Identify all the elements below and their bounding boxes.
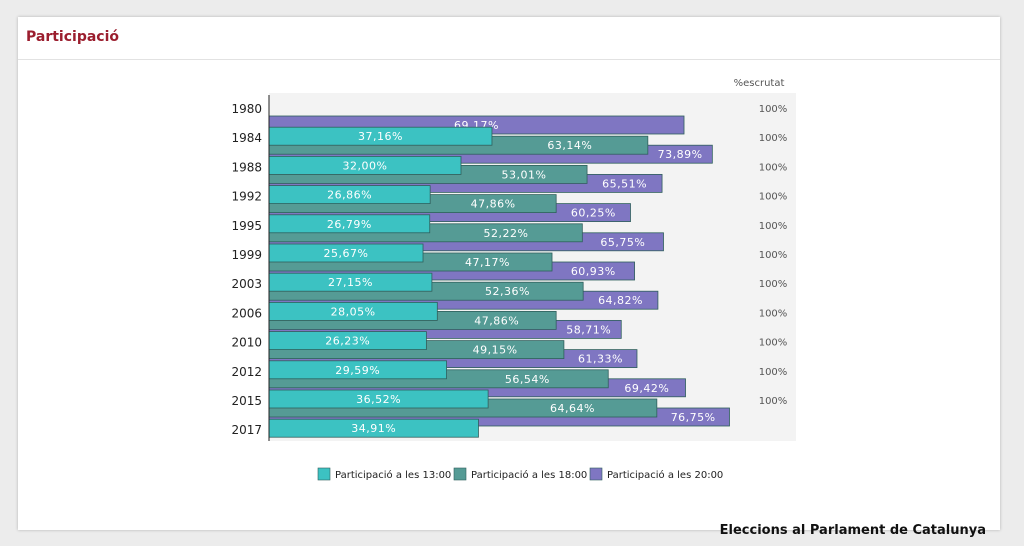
scrutiny-value-1995: 100% <box>759 221 788 232</box>
scrutiny-value-2010: 100% <box>759 338 788 349</box>
data-label: 60,25% <box>571 207 616 220</box>
card-title: Participació <box>26 29 120 45</box>
participation-card: Participació %escrutat 69,17% 1980 100% 73,8… <box>18 17 1000 538</box>
data-label: 76,75% <box>671 411 716 424</box>
scrutiny-value-2006: 100% <box>759 308 788 319</box>
data-label: 47,86% <box>474 314 519 327</box>
category-label-1999: 1999 <box>231 248 262 262</box>
data-label: 64,82% <box>598 294 643 307</box>
category-label-2010: 2010 <box>231 336 262 350</box>
category-label-2006: 2006 <box>231 306 262 320</box>
category-label-1988: 1988 <box>231 160 262 174</box>
scrutiny-header: %escrutat <box>734 78 785 89</box>
data-label: 26,86% <box>327 189 372 202</box>
legend-label-2: Participació a les 18:00 <box>471 469 587 481</box>
scrutiny-value-1992: 100% <box>759 192 788 203</box>
category-label-2015: 2015 <box>231 394 262 408</box>
legend-swatch-3 <box>589 467 603 481</box>
data-label: 73,89% <box>658 148 703 161</box>
data-label: 64,64% <box>550 402 595 415</box>
data-label: 25,67% <box>324 247 369 260</box>
legend-swatch-1 <box>317 467 331 481</box>
scrutiny-value-2015: 100% <box>759 396 788 407</box>
data-label: 26,79% <box>327 218 372 231</box>
data-label: 60,93% <box>571 265 616 278</box>
data-label: 29,59% <box>335 364 380 377</box>
scrutiny-value-1999: 100% <box>759 250 788 261</box>
data-label: 65,75% <box>600 236 645 249</box>
data-label: 65,51% <box>602 177 647 190</box>
data-label: 26,23% <box>325 335 370 348</box>
data-label: 63,14% <box>547 139 592 152</box>
category-label-1984: 1984 <box>231 131 262 145</box>
category-label-2003: 2003 <box>231 277 262 291</box>
data-label: 27,15% <box>328 276 373 289</box>
scrutiny-value-2012: 100% <box>759 367 788 378</box>
category-label-2017: 2017 <box>231 423 262 437</box>
data-label: 32,00% <box>343 159 388 172</box>
scrutiny-value-2003: 100% <box>759 279 788 290</box>
data-label: 28,05% <box>331 305 376 318</box>
data-label: 37,16% <box>358 130 403 143</box>
data-label: 47,86% <box>471 198 516 211</box>
data-label: 49,15% <box>473 344 518 357</box>
data-label: 34,91% <box>351 422 396 435</box>
category-label-1992: 1992 <box>231 190 262 204</box>
data-label: 69,42% <box>624 382 669 395</box>
scrutiny-value-1988: 100% <box>759 162 788 173</box>
legend-label-1: Participació a les 13:00 <box>335 469 451 481</box>
footer-caption: Eleccions al Parlament de Catalunya <box>719 523 986 538</box>
data-label: 58,71% <box>566 323 611 336</box>
category-label-2012: 2012 <box>231 365 262 379</box>
category-label-1980: 1980 <box>231 102 262 116</box>
scrutiny-value-1984: 100% <box>759 133 788 144</box>
legend-swatch-2 <box>453 467 467 481</box>
data-label: 56,54% <box>505 373 550 386</box>
legend-label-3: Participació a les 20:00 <box>607 469 723 481</box>
category-label-1995: 1995 <box>231 219 262 233</box>
data-label: 52,22% <box>484 227 529 240</box>
data-label: 36,52% <box>356 393 401 406</box>
data-label: 47,17% <box>465 256 510 269</box>
data-label: 53,01% <box>502 168 547 181</box>
data-label: 61,33% <box>578 353 623 366</box>
scrutiny-value-1980: 100% <box>759 104 788 115</box>
card-header: Participació <box>18 17 1000 60</box>
data-label: 52,36% <box>485 285 530 298</box>
